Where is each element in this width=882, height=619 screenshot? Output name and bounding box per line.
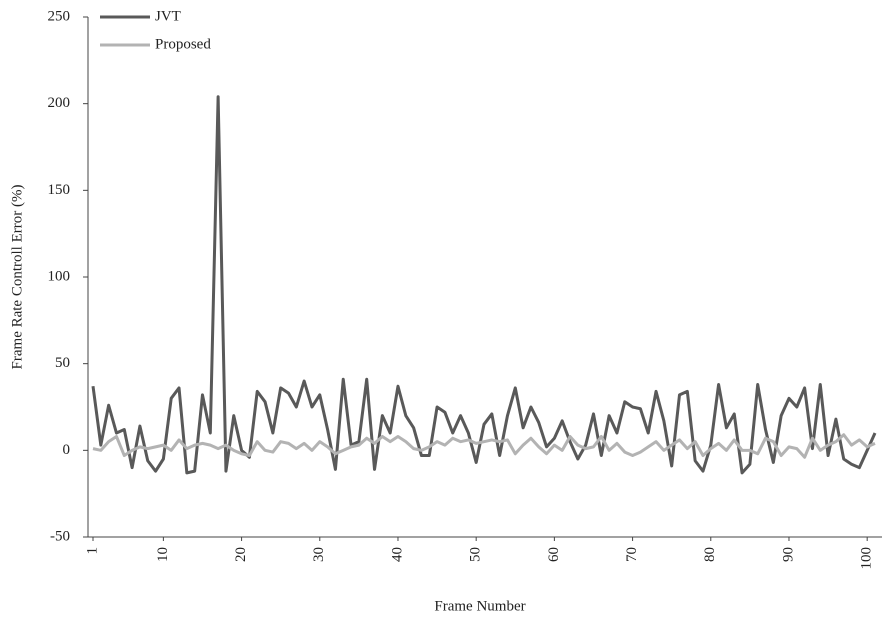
- x-axis-label: Frame Number: [434, 598, 525, 614]
- series-line: [91, 95, 877, 475]
- y-tick-label: 150: [48, 182, 71, 198]
- x-tick-label: 80: [702, 547, 718, 562]
- x-tick-label: 1: [84, 547, 100, 555]
- x-tick-label: 60: [546, 547, 562, 562]
- y-tick-label: 0: [63, 442, 71, 458]
- legend-label: JVT: [155, 8, 181, 24]
- series-line: [92, 433, 876, 459]
- x-tick-label: 70: [624, 547, 640, 562]
- legend-label: Proposed: [155, 36, 211, 52]
- y-axis-label: Frame Rate Controll Error (%): [9, 185, 25, 370]
- x-tick-label: 20: [233, 547, 249, 562]
- y-tick-label: 200: [48, 95, 71, 111]
- y-tick-label: 50: [55, 355, 70, 371]
- y-tick-label: -50: [50, 528, 70, 544]
- x-tick-label: 40: [389, 547, 405, 562]
- y-tick-label: 250: [48, 8, 71, 24]
- x-tick-label: 50: [468, 547, 484, 562]
- x-tick-label: 10: [155, 547, 171, 562]
- x-tick-label: 100: [859, 547, 875, 570]
- x-tick-label: 30: [311, 547, 327, 562]
- x-tick-label: 90: [780, 547, 796, 562]
- y-tick-label: 100: [48, 268, 71, 284]
